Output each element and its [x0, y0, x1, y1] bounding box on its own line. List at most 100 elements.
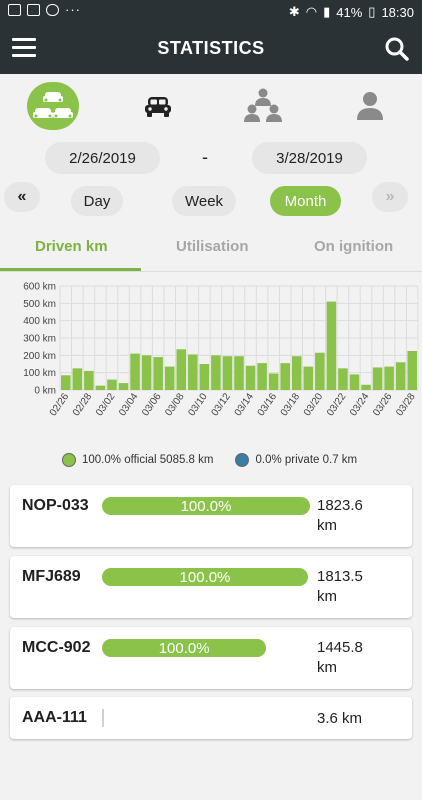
y-tick-label: 500 km	[23, 299, 56, 310]
previous-period-button[interactable]: «	[4, 182, 40, 212]
page-title: STATISTICS	[157, 38, 265, 58]
fleet-tab[interactable]	[26, 82, 80, 130]
whatsapp-icon	[46, 4, 59, 16]
chart-bar	[61, 375, 71, 390]
y-tick-label: 600 km	[23, 282, 56, 293]
period-week[interactable]: Week	[172, 186, 236, 216]
chart-bar	[338, 368, 348, 390]
chart-bar	[280, 363, 290, 390]
x-tick-label: 03/18	[279, 391, 303, 418]
chart-bar	[234, 356, 244, 390]
battery-icon: ▯	[368, 4, 376, 19]
clock: 18:30	[381, 4, 414, 20]
status-bar: ··· ✱ ◠ ▮ 41% ▯ 18:30	[0, 0, 422, 24]
official-share-label: 100.0%	[158, 640, 210, 657]
car-icon	[145, 97, 171, 117]
y-tick-label: 100 km	[23, 368, 56, 379]
chart-bar	[407, 351, 417, 390]
bluetooth-icon: ✱	[288, 4, 300, 19]
chart-bar	[72, 368, 83, 390]
vehicle-card[interactable]: NOP-033 100.0% 1823.6 km	[10, 485, 412, 547]
vehicle-km-unit: km	[317, 659, 337, 676]
x-tick-label: 03/22	[325, 391, 349, 418]
chart-legend: 100.0% official 5085.8 km 0.0% private 0…	[62, 452, 357, 468]
chart-bar	[118, 383, 129, 390]
x-tick-label: 03/20	[302, 391, 326, 418]
chart-bar	[349, 374, 360, 390]
chart-bar	[291, 356, 302, 390]
y-tick-label: 200 km	[23, 351, 56, 362]
x-tick-label: 03/28	[394, 391, 418, 418]
official-share-fill	[102, 709, 104, 727]
x-tick-label: 03/24	[348, 391, 372, 418]
vehicle-km-value: 1445.8	[317, 639, 363, 656]
wifi-icon: ◠	[305, 4, 318, 19]
chart-bar	[257, 363, 267, 390]
active-tab-indicator	[0, 268, 141, 271]
status-bar-system: ✱ ◠ ▮ 41% ▯ 18:30	[289, 4, 414, 20]
vehicle-km: 1445.8 km	[317, 638, 397, 678]
period-day[interactable]: Day	[71, 186, 123, 216]
official-share-fill	[102, 568, 308, 586]
tab-on-ignition[interactable]: On ignition	[314, 238, 394, 255]
fleet-cars-icon	[33, 92, 73, 118]
vehicle-tab[interactable]	[131, 82, 185, 130]
driver-tab[interactable]	[343, 82, 397, 130]
vehicle-km-unit: km	[317, 588, 337, 605]
period-month[interactable]: Month	[270, 186, 341, 216]
chart-bar	[107, 379, 117, 390]
vehicle-km: 1823.6 km	[317, 496, 397, 536]
chart-bar	[176, 349, 187, 390]
official-share-bar	[102, 709, 310, 727]
start-date-picker[interactable]: 2/26/2019	[45, 142, 160, 174]
metric-tabs: Driven km Utilisation On ignition	[0, 226, 422, 272]
end-date-picker[interactable]: 3/28/2019	[252, 142, 367, 174]
chart-bar	[188, 354, 198, 390]
chart-bar	[222, 356, 233, 390]
chart-bar	[153, 357, 163, 390]
search-icon[interactable]	[384, 36, 410, 62]
date-separator: -	[202, 147, 208, 167]
scope-selector	[0, 74, 422, 138]
y-tick-label: 400 km	[23, 316, 56, 327]
tab-utilisation[interactable]: Utilisation	[176, 238, 249, 255]
y-tick-label: 0 km	[34, 386, 56, 397]
chart-bar	[141, 355, 152, 390]
signal-icon: ▮	[323, 4, 331, 19]
official-share-fill	[102, 497, 310, 515]
chart-bar	[95, 385, 106, 390]
battery-level: 41%	[336, 4, 363, 20]
chart-bar	[245, 365, 256, 390]
tab-driven-km[interactable]: Driven km	[35, 238, 108, 255]
driven-km-chart: 0 km 100 km 200 km 300 km 400 km 500 km 600 km…	[23, 282, 419, 418]
vehicle-km-value: 3.6 km	[317, 710, 363, 727]
vehicle-plate: AAA-111	[22, 709, 87, 726]
group-icon	[244, 88, 282, 122]
private-legend-label: 0.0% private 0.7 km	[255, 454, 358, 466]
vehicle-km-unit: km	[317, 517, 337, 534]
vehicle-card[interactable]: MCC-902 100.0% 1445.8 km	[10, 627, 412, 689]
chart-bar	[199, 364, 210, 390]
y-tick-label: 300 km	[23, 334, 56, 345]
chart-bar	[361, 384, 371, 390]
vehicle-card[interactable]: MFJ689 100.0% 1813.5 km	[10, 556, 412, 618]
x-tick-label: 03/12	[210, 391, 234, 418]
vehicle-km: 3.6 km	[317, 709, 397, 729]
x-tick-label: 03/26	[371, 391, 395, 418]
chart-bar	[384, 366, 394, 390]
vehicle-card[interactable]: AAA-111 3.6 km	[10, 697, 412, 739]
x-tick-label: 02/28	[71, 391, 95, 418]
vehicle-km-value: 1813.5	[317, 568, 363, 585]
group-tab[interactable]	[236, 82, 290, 130]
official-share-fill	[102, 639, 267, 657]
menu-icon[interactable]	[12, 38, 36, 58]
chart-bar	[315, 352, 325, 390]
chart-bar	[303, 366, 314, 390]
more-notifications-icon: ···	[65, 2, 81, 17]
chart-bar	[326, 301, 337, 390]
next-period-button[interactable]: »	[372, 182, 408, 212]
x-tick-label: 03/02	[94, 391, 118, 418]
vehicle-plate: MFJ689	[22, 568, 81, 585]
cast-icon	[27, 4, 40, 16]
chart-bar	[130, 353, 140, 390]
